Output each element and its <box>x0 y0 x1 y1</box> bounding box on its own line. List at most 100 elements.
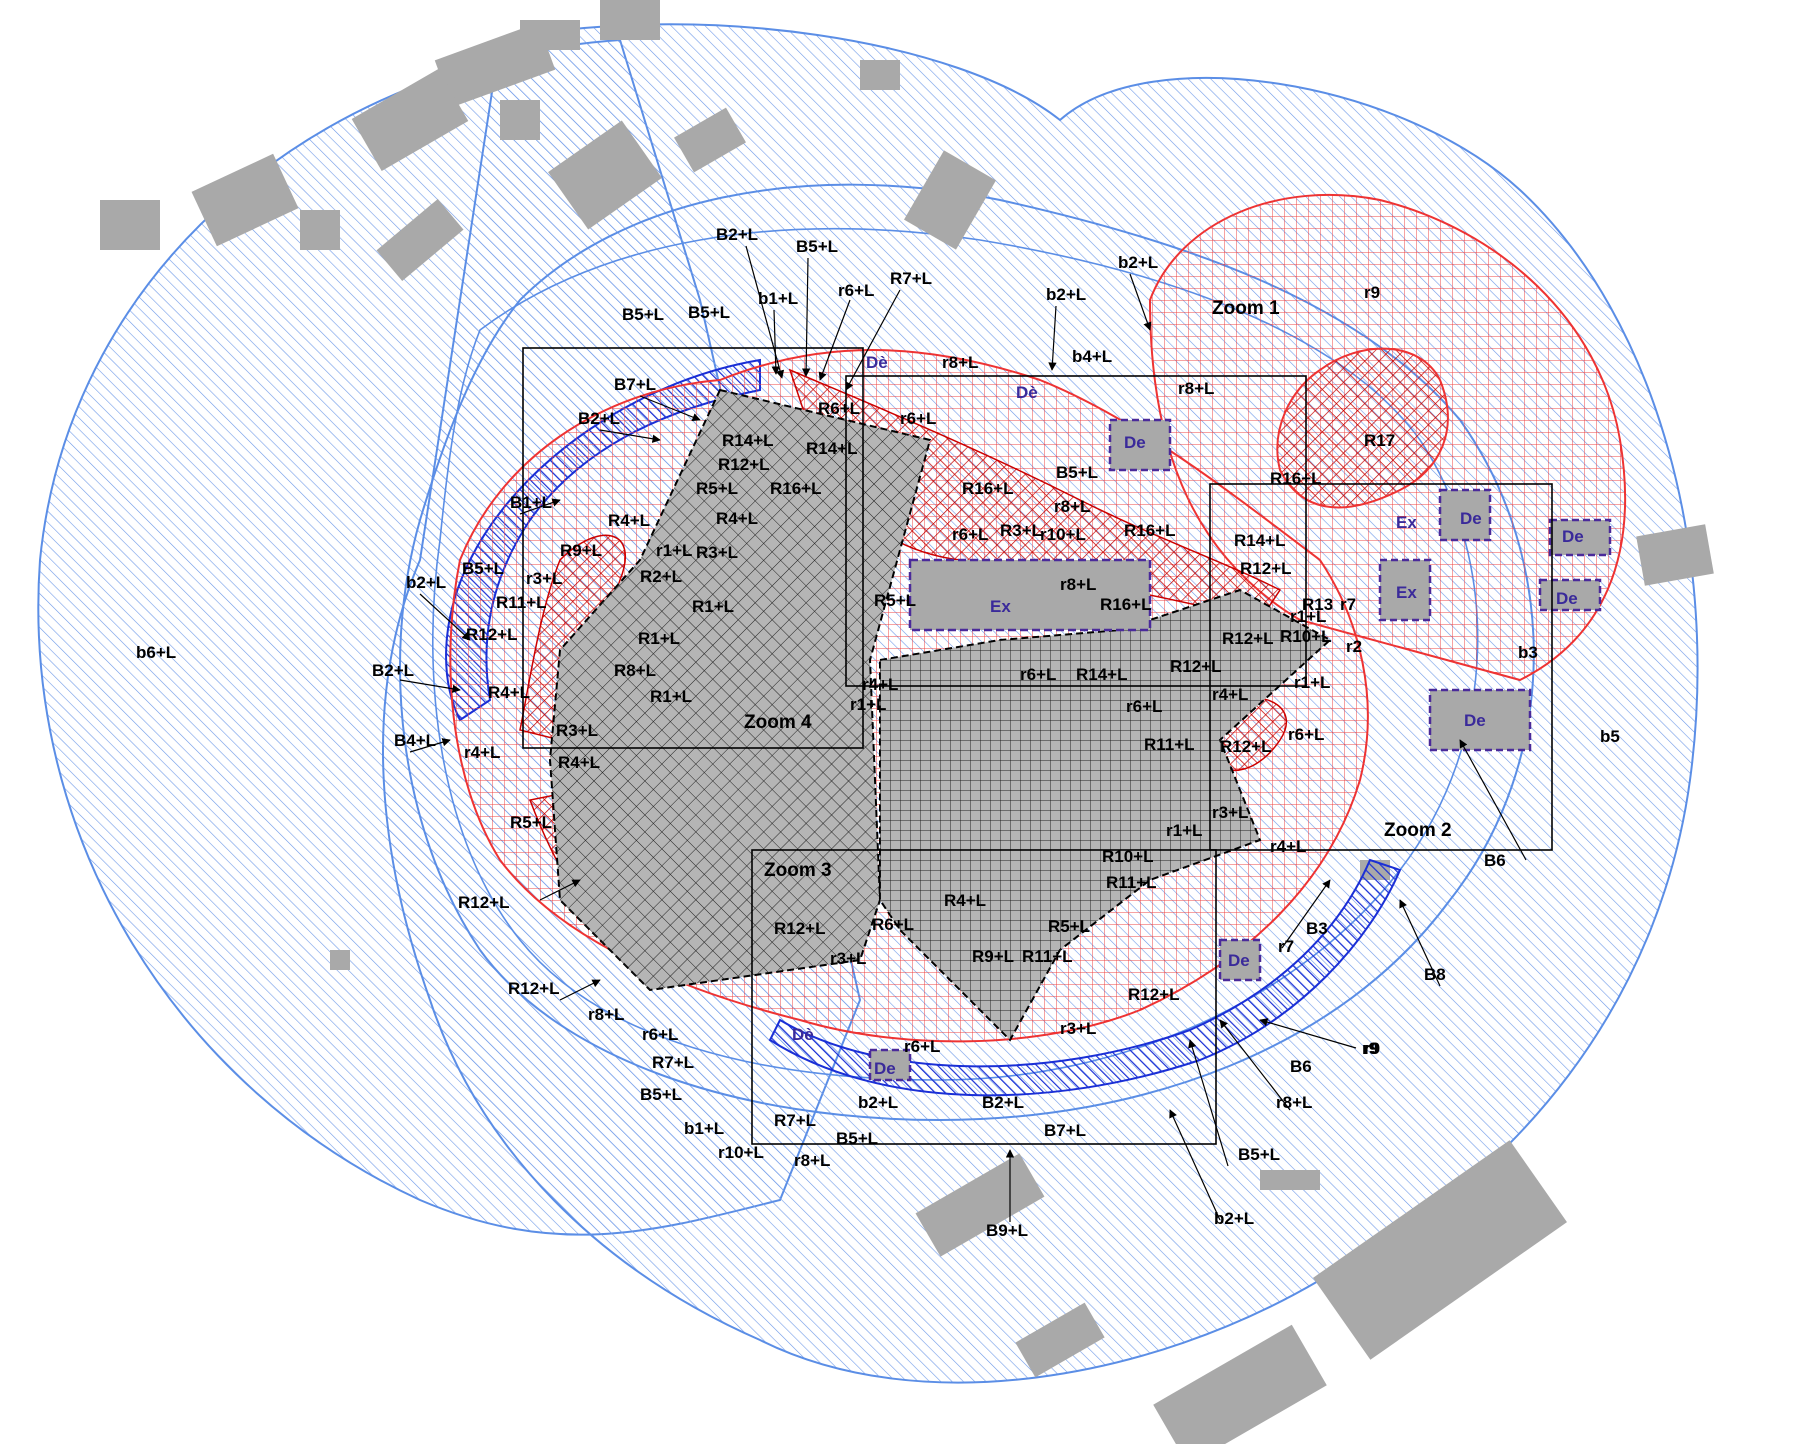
map-point-label: r6+L <box>952 525 988 544</box>
map-point-label: r1+L <box>1290 607 1326 626</box>
map-point-label: r6+L <box>642 1025 678 1044</box>
facility-label-de: De <box>1556 589 1578 608</box>
building <box>300 210 340 250</box>
map-point-label: r6+L <box>1288 725 1324 744</box>
zone-inner-ring <box>399 183 1535 1122</box>
map-point-label: R12+L <box>1240 559 1292 578</box>
facility-label-ex: Ex <box>1396 583 1417 602</box>
map-point-label: R12+L <box>466 625 518 644</box>
map-point-label: r1+L <box>1166 821 1202 840</box>
map-point-label: r9 <box>1364 1039 1380 1058</box>
zoom-label-4: Zoom 4 <box>744 712 812 733</box>
map-point-label: B3 <box>1306 919 1328 938</box>
zone-label-b5: b5 <box>1600 727 1620 746</box>
map-point-label: R16+L <box>1124 521 1176 540</box>
leader-arrow <box>1169 1109 1221 1221</box>
map-point-label: b1+L <box>684 1119 724 1138</box>
facility-label-de: De <box>1562 527 1584 546</box>
map-point-label: r6+L <box>838 281 874 300</box>
facility-de <box>1108 418 1172 472</box>
leader-arrow <box>639 395 701 422</box>
map-point-label: R8+L <box>614 661 656 680</box>
map-point-label: B2+L <box>372 661 414 680</box>
map-point-label: B9+L <box>986 1221 1028 1240</box>
zone-label-r9: r9 <box>1364 283 1380 302</box>
map-point-label: b2+L <box>1046 285 1086 304</box>
zoom-labels: Zoom 1 Zoom 2 Zoom 3 Zoom 4 <box>744 298 1452 881</box>
leader-arrow <box>559 979 601 1001</box>
map-point-label: r7 <box>1278 937 1294 956</box>
map-point-label: R9+L <box>560 541 602 560</box>
leader-arrow <box>1048 305 1057 371</box>
map-point-label: R3+L <box>1000 521 1042 540</box>
map-point-label: B5+L <box>1056 463 1098 482</box>
map-point-label: R11+L <box>1022 947 1073 966</box>
leader-arrow <box>399 679 461 693</box>
leader-arrow <box>1459 739 1527 861</box>
map-point-label: R11+L <box>496 593 547 612</box>
leader-arrow <box>519 498 561 515</box>
map-point-label: r4+L <box>464 743 500 762</box>
map-point-label: r7 <box>1340 595 1356 614</box>
map-point-label: R10+L <box>1102 847 1154 866</box>
map-point-label: B5+L <box>796 237 838 256</box>
facility-label-de-accent: Dè <box>866 353 888 372</box>
map-point-label: R5+L <box>1048 917 1090 936</box>
leader-arrow <box>599 429 661 443</box>
map-point-label: B2+L <box>982 1093 1024 1112</box>
map-point-label: r8+L <box>794 1151 830 1170</box>
facility-de <box>1548 518 1612 557</box>
facility-label-de-accent: Dè <box>792 1025 814 1044</box>
map-point-label: R4+L <box>608 511 650 530</box>
facility-ex-main <box>908 558 1152 632</box>
facility-label-de: De <box>1464 711 1486 730</box>
map-point-label: B7+L <box>1044 1121 1086 1140</box>
map-point-label: R4+L <box>558 753 600 772</box>
map-point-label: R6+L <box>818 399 860 418</box>
zoom-box-3 <box>751 849 1217 1145</box>
facility-label-de: De <box>1124 433 1146 452</box>
building <box>191 153 299 247</box>
map-point-label: B6 <box>1290 1057 1312 1076</box>
map-point-label: R12+L <box>1128 985 1180 1004</box>
map-point-label: R16+L <box>1270 469 1322 488</box>
leader-arrow <box>818 299 851 381</box>
map-point-label: R14+L <box>806 439 858 458</box>
leader-arrow <box>539 879 581 901</box>
building <box>351 69 469 171</box>
map-point-label: B4+L <box>394 731 436 750</box>
map-point-label: R6+L <box>872 915 914 934</box>
map-point-label: R9+L <box>972 947 1014 966</box>
building <box>1015 1302 1105 1378</box>
map-point-label: b2+L <box>1214 1209 1254 1228</box>
map-point-label: R14+L <box>722 431 774 450</box>
building <box>520 20 580 50</box>
map-point-label: r10+L <box>1040 525 1086 544</box>
map-point-label: r6+L <box>1126 697 1162 716</box>
zoom-label-3: Zoom 3 <box>764 860 832 881</box>
facility-labels: De Ex De De De Ex Ex De Dè Dè De De Dè <box>792 353 1584 1078</box>
map-point-label: R7+L <box>652 1053 694 1072</box>
map-point-label: B2+L <box>716 225 758 244</box>
building <box>548 120 662 230</box>
map-point-label: r4+L <box>1270 837 1306 856</box>
facility-label-ex: Ex <box>1396 513 1417 532</box>
zoom-box-1 <box>845 375 1307 687</box>
map-point-label: B2+L <box>578 409 620 428</box>
band-south <box>768 858 1402 1097</box>
facility-ex <box>1378 558 1432 622</box>
zone-label-r17: R17 <box>1364 431 1395 450</box>
map-point-label: R16+L <box>770 479 822 498</box>
map-point-label: r3+L <box>1060 1019 1096 1038</box>
map-point-label: r10+L <box>718 1143 764 1162</box>
map-point-label: R12+L <box>508 979 560 998</box>
map-point-label: R4+L <box>944 891 986 910</box>
building <box>600 0 660 40</box>
leader-arrow <box>845 289 901 391</box>
map-point-label: r6+L <box>900 409 936 428</box>
map-point-label: B5+L <box>640 1085 682 1104</box>
map-point-label: R2+L <box>640 567 682 586</box>
map-point-label: r8+L <box>1276 1093 1312 1112</box>
map-point-label: B5+L <box>836 1129 878 1148</box>
zoom-box-4 <box>522 347 864 749</box>
